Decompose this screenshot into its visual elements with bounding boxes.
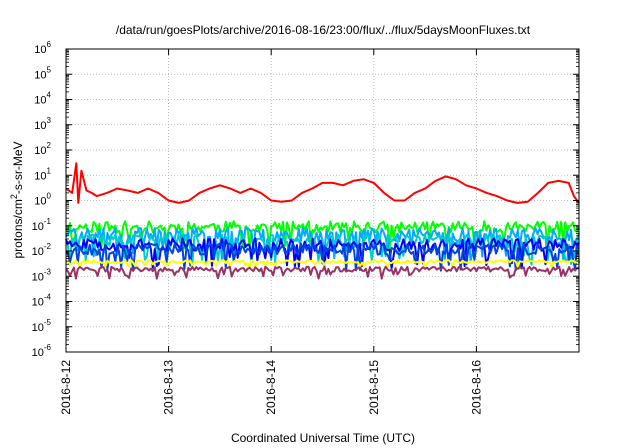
x-tick-label: 2016-8-13 — [162, 360, 176, 415]
y-tick-label: 10-4 — [32, 293, 52, 309]
y-tick-exp: 1 — [47, 166, 52, 175]
series-lines — [65, 162, 580, 280]
y-tick-labels: 10-610-510-410-310-210-11001011021031041… — [32, 40, 52, 359]
y-tick-label: 101 — [34, 166, 51, 182]
series-line-7 — [65, 265, 580, 280]
y-tick-label: 10-6 — [32, 343, 52, 359]
y-tick-label: 100 — [34, 192, 51, 208]
plot-frame — [65, 48, 580, 353]
y-axis-label-sup: 2 — [9, 194, 19, 199]
y-tick-exp: -3 — [44, 267, 52, 276]
y-tick-exp: 5 — [47, 65, 52, 74]
y-axis-label-unit: protons/cm — [11, 199, 25, 258]
y-tick-base: 10 — [32, 271, 44, 283]
y-tick-label: 10-3 — [32, 267, 52, 283]
y-tick-base: 10 — [32, 322, 44, 334]
x-axis-label: Coordinated Universal Time (UTC) — [231, 431, 415, 445]
series-line-3 — [65, 233, 580, 266]
x-tick-label: 2016-8-16 — [469, 360, 483, 415]
y-tick-base: 10 — [32, 297, 44, 309]
y-tick-exp: 0 — [47, 192, 52, 201]
y-axis-label-rest: -s-sr-MeV — [11, 141, 25, 194]
y-tick-exp: -2 — [44, 242, 52, 251]
y-tick-label: 10-1 — [32, 217, 52, 233]
y-axis-label: protons/cm2-s-sr-MeV — [9, 141, 25, 258]
chart-title: /data/run/goesPlots/archive/2016-08-16/2… — [116, 23, 531, 37]
y-tick-exp: -4 — [44, 293, 52, 302]
y-tick-exp: 2 — [47, 141, 52, 150]
y-tick-base: 10 — [32, 246, 44, 258]
y-tick-label: 10-5 — [32, 318, 52, 334]
y-tick-exp: 3 — [47, 116, 52, 125]
x-tick-label: 2016-8-14 — [264, 360, 278, 415]
y-tick-base: 10 — [34, 196, 46, 208]
y-tick-base: 10 — [34, 95, 46, 107]
y-tick-base: 10 — [32, 347, 44, 359]
y-tick-base: 10 — [34, 145, 46, 157]
y-tick-exp: -6 — [44, 343, 52, 352]
y-tick-base: 10 — [32, 221, 44, 233]
series-line-6 — [65, 259, 580, 269]
axis-ticks — [65, 48, 579, 353]
y-tick-label: 104 — [34, 91, 51, 107]
y-tick-exp: 4 — [47, 91, 52, 100]
y-tick-base: 10 — [34, 44, 46, 56]
x-tick-labels: 2016-8-12 2016-8-13 2016-8-14 2016-8-15 2016… — [59, 360, 483, 415]
y-tick-exp: -1 — [44, 217, 52, 226]
y-tick-base: 10 — [34, 170, 46, 182]
x-tick-label: 2016-8-12 — [59, 360, 73, 415]
y-tick-base: 10 — [34, 120, 46, 132]
y-tick-exp: 6 — [47, 40, 52, 49]
x-tick-label: 2016-8-15 — [367, 360, 381, 415]
y-tick-exp: -5 — [44, 318, 52, 327]
grid — [66, 49, 579, 352]
y-tick-base: 10 — [34, 69, 46, 81]
y-tick-label: 102 — [34, 141, 51, 157]
y-tick-label: 105 — [34, 65, 51, 81]
series-line-0 — [65, 162, 580, 204]
y-tick-label: 103 — [34, 116, 51, 132]
series-line-4 — [65, 237, 580, 270]
y-tick-label: 106 — [34, 40, 51, 56]
y-tick-label: 10-2 — [32, 242, 52, 258]
